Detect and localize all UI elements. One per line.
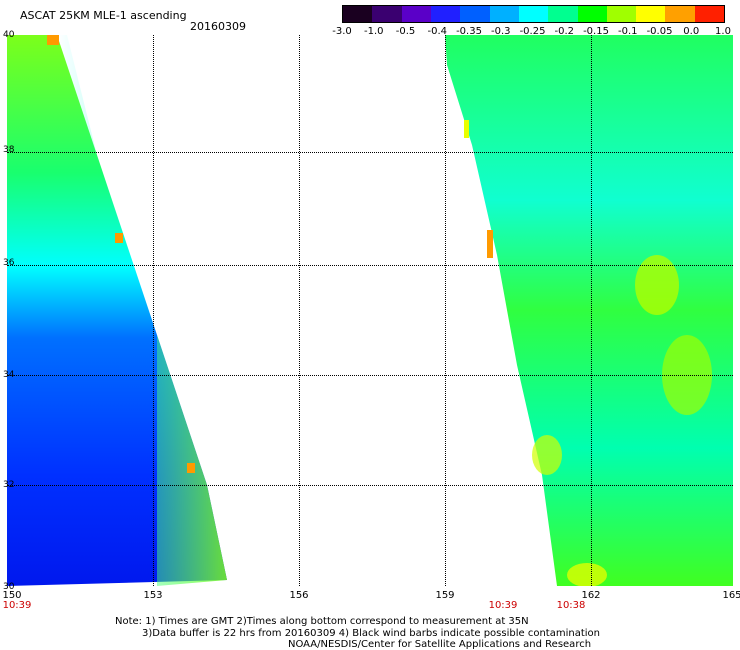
latitude-label: 40 [3,30,15,40]
colorbar-tick-label: 1.0 [715,26,731,37]
colorbar-tick-label: -1.0 [363,26,384,37]
colorbar-segment [665,6,695,22]
colorbar-tick-label: -0.5 [395,26,416,37]
note-line-3: NOAA/NESDIS/Center for Satellite Applica… [288,639,592,650]
product-date: 20160309 [190,20,246,33]
latitude-label: 36 [3,258,15,268]
colorbar-segment [343,6,373,22]
latitude-gridline [7,152,733,153]
colorbar-tick-label: -0.05 [646,26,673,37]
swath-time-label: 10:38 [556,600,586,611]
colorbar-segment [401,6,431,22]
colorbar-tick-label: 0.0 [683,26,700,37]
latitude-label: 30 [3,582,15,592]
colorbar-segment [489,6,519,22]
swath-time-label: 10:39 [488,600,518,611]
longitude-gridline [591,35,592,586]
longitude-label: 153 [143,590,163,601]
latitude-label: 32 [3,480,15,490]
latitude-gridline [7,265,733,266]
latitude-gridline [7,485,733,486]
longitude-label: 159 [435,590,455,601]
longitude-label: 165 [722,590,740,601]
swath-left [7,35,227,586]
colorbar-segment [577,6,607,22]
colorbar-segment [694,6,725,22]
colorbar-segment [636,6,666,22]
note-line-2: 3)Data buffer is 22 hrs from 20160309 4)… [142,628,600,639]
colorbar-segment [548,6,578,22]
longitude-gridline [153,35,154,586]
latitude-label: 38 [3,145,15,155]
colorbar [342,5,725,23]
colorbar-segment [372,6,402,22]
colorbar-tick-label: -0.25 [519,26,546,37]
longitude-label: 162 [581,590,601,601]
colorbar-segment [430,6,461,22]
map-panel [7,35,733,586]
swath-time-label: 10:39 [2,600,32,611]
colorbar-tick-label: -0.15 [583,26,609,37]
colorbar-tick-label: -0.1 [617,26,638,37]
colorbar-segment [606,6,637,22]
colorbar-tick-label: -0.4 [427,26,448,37]
latitude-gridline [7,375,733,376]
latitude-label: 34 [3,370,15,380]
product-title: ASCAT 25KM MLE-1 ascending [20,9,187,22]
longitude-label: 156 [289,590,309,601]
note-line-1: Note: 1) Times are GMT 2)Times along bot… [115,616,529,627]
longitude-gridline [299,35,300,586]
colorbar-tick-label: -3.0 [332,26,352,37]
colorbar-tick-label: -0.2 [554,26,575,37]
colorbar-tick-label: -0.3 [490,26,511,37]
longitude-gridline [445,35,446,586]
colorbar-tick-label: -0.35 [456,26,482,37]
swath-right [445,35,733,586]
colorbar-segment [518,6,549,22]
colorbar-segment [460,6,490,22]
longitude-label: 150 [2,590,22,601]
